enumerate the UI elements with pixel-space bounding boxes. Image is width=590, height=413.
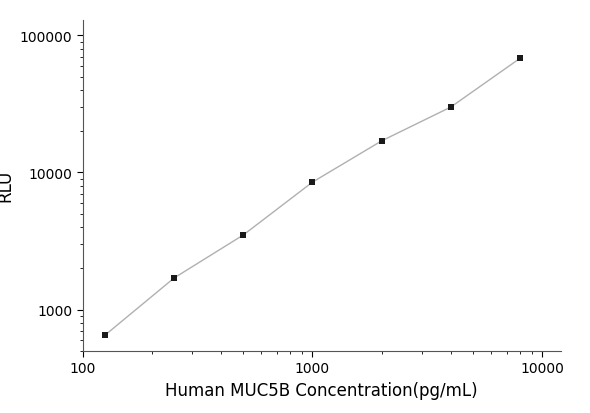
Point [238,232,248,239]
Point [515,56,525,62]
Y-axis label: RLU: RLU [0,170,14,202]
Point [446,104,455,111]
Point [308,179,317,186]
Point [169,275,179,282]
Point [100,332,110,339]
Point [377,138,386,145]
X-axis label: Human MUC5B Concentration(pg/mL): Human MUC5B Concentration(pg/mL) [165,381,478,399]
